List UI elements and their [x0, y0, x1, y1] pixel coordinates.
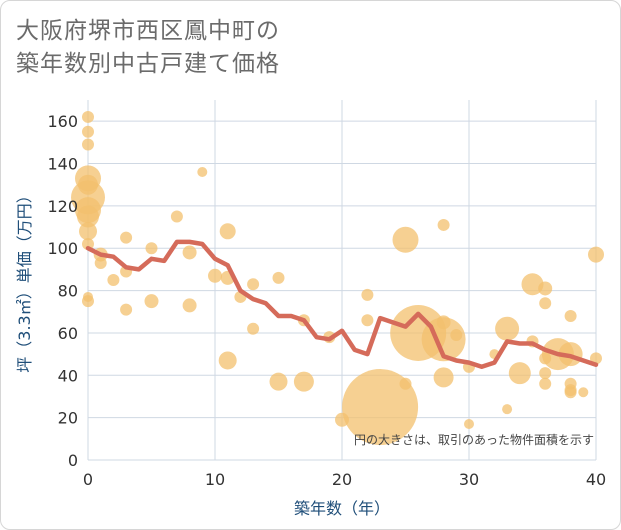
data-bubble [361, 288, 374, 301]
data-bubble [247, 278, 260, 291]
data-bubble [495, 316, 520, 341]
data-bubble [293, 371, 314, 392]
x-axis-label: 築年数（年） [294, 499, 390, 518]
data-bubble [120, 231, 133, 244]
data-bubble [247, 322, 260, 335]
data-bubble [564, 386, 577, 399]
data-bubble [437, 218, 450, 231]
data-bubble [82, 238, 94, 250]
data-bubble [218, 351, 237, 370]
y-tick-label: 80 [58, 282, 78, 301]
data-bubble [82, 110, 94, 123]
data-bubble [539, 377, 552, 390]
data-bubble [578, 387, 589, 398]
y-tick-label: 160 [47, 112, 78, 131]
x-tick-label: 10 [205, 470, 225, 489]
x-tick-label: 30 [459, 470, 479, 489]
x-tick-labels: 0 10 20 30 40 [83, 470, 606, 489]
y-tick-labels: 0 20 40 60 80 100 120 140 160 [47, 112, 78, 470]
data-bubble [82, 138, 94, 151]
data-bubble [197, 167, 208, 177]
data-bubble [82, 125, 94, 138]
data-bubble [361, 314, 374, 327]
y-tick-label: 40 [58, 366, 78, 385]
y-tick-label: 20 [58, 409, 78, 428]
y-tick-label: 100 [47, 239, 78, 258]
chart-title-line1: 大阪府堺市西区鳳中町の [16, 18, 280, 44]
data-bubble [182, 245, 197, 260]
data-bubble [342, 369, 419, 446]
data-bubble [82, 295, 94, 308]
data-bubble [433, 367, 454, 388]
data-bubble [399, 377, 412, 390]
data-bubble [539, 367, 552, 380]
x-tick-label: 0 [83, 470, 93, 489]
data-bubble [120, 303, 133, 316]
data-bubble [272, 271, 285, 284]
y-tick-label: 120 [47, 197, 78, 216]
y-tick-label: 0 [68, 451, 78, 470]
x-tick-label: 40 [586, 470, 606, 489]
average-price-line [85, 239, 599, 370]
chart-title-line2: 築年数別中古戸建て価格 [16, 51, 280, 77]
data-bubble [508, 362, 531, 385]
data-bubble [392, 226, 419, 253]
data-bubble [464, 419, 474, 429]
data-bubble [564, 310, 577, 322]
data-bubble [588, 246, 604, 263]
y-axis-label: 坪（3.3㎡）単価（万円） [15, 187, 34, 372]
data-bubble [269, 372, 288, 391]
data-bubble [502, 404, 513, 415]
data-bubble [145, 242, 158, 255]
data-bubble [94, 257, 107, 270]
y-tick-label: 60 [58, 324, 78, 343]
size-legend-note: 円の大きさは、取引のあった物件面積を示す [354, 432, 594, 447]
data-bubble [208, 268, 222, 283]
data-bubble [538, 281, 553, 296]
data-bubble [77, 205, 99, 228]
data-bubble [144, 294, 159, 309]
y-tick-label: 140 [47, 155, 78, 174]
data-bubble [219, 223, 236, 240]
data-bubble [521, 273, 544, 296]
data-bubble [539, 297, 552, 310]
data-bubble [170, 210, 183, 223]
data-bubble [79, 222, 97, 241]
x-tick-label: 20 [332, 470, 352, 489]
trend-layer [85, 239, 599, 370]
data-bubble [450, 329, 463, 342]
data-bubble [182, 298, 197, 313]
data-bubble [107, 274, 120, 286]
chart-title: 大阪府堺市西区鳳中町の 築年数別中古戸建て価格 [16, 15, 280, 81]
